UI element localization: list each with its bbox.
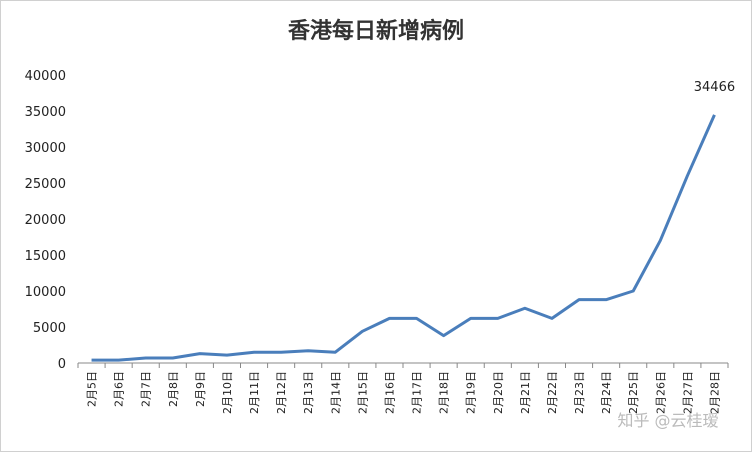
x-tick-label: 2月12日 xyxy=(275,371,288,414)
y-tick-label: 15000 xyxy=(25,249,66,264)
line xyxy=(91,114,716,362)
x-tick-label: 2月11日 xyxy=(248,371,261,414)
x-tick-label: 2月17日 xyxy=(411,371,424,414)
x-tick-label: 2月28日 xyxy=(708,371,721,414)
y-tick-label: 20000 xyxy=(25,213,66,228)
x-tick-label: 2月13日 xyxy=(302,371,315,414)
x-tick-label: 2月10日 xyxy=(221,371,234,414)
x-tick-label: 2月26日 xyxy=(654,371,667,414)
x-tick-label: 2月27日 xyxy=(681,371,694,414)
x-tick-label: 2月23日 xyxy=(573,371,586,414)
y-tick-label: 35000 xyxy=(25,105,66,120)
x-tick-label: 2月24日 xyxy=(600,371,613,414)
data-label: 34466 xyxy=(694,80,735,95)
y-tick-label: 25000 xyxy=(25,177,66,192)
x-tick-label: 2月20日 xyxy=(492,371,505,414)
x-tick-label: 2月5日 xyxy=(86,371,99,407)
x-tick-label: 2月14日 xyxy=(329,371,342,414)
y-tick-label: 30000 xyxy=(25,141,66,156)
x-tick-label: 2月9日 xyxy=(194,371,207,407)
y-tick-label: 5000 xyxy=(33,321,66,336)
x-tick-label: 2月21日 xyxy=(519,371,532,414)
x-tick-label: 2月8日 xyxy=(167,371,180,407)
x-tick-label: 2月19日 xyxy=(465,371,478,414)
x-tick-label: 2月7日 xyxy=(140,371,153,407)
x-tick-label: 2月16日 xyxy=(383,371,396,414)
x-tick-label: 2月22日 xyxy=(546,371,559,414)
y-tick-label: 40000 xyxy=(25,69,66,84)
y-tick-label: 0 xyxy=(58,357,66,372)
y-tick-label: 10000 xyxy=(25,285,66,300)
chart-title: 香港每日新增病例 xyxy=(288,18,464,44)
watermark: 知乎 @云桂瑷 xyxy=(617,411,718,430)
x-tick-label: 2月6日 xyxy=(113,371,126,407)
x-tick-label: 2月25日 xyxy=(627,371,640,414)
x-tick-label: 2月15日 xyxy=(356,371,369,414)
x-tick-label: 2月18日 xyxy=(438,371,451,414)
